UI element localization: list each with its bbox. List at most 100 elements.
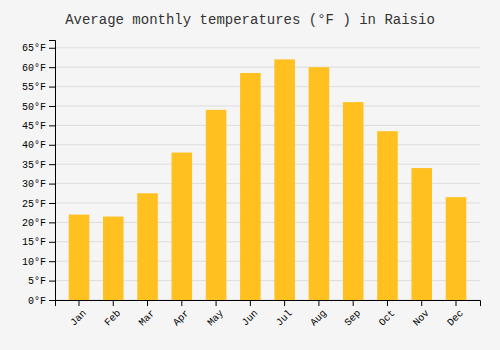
bar [206,110,227,300]
bar [343,102,364,300]
x-tick: Sep [343,300,364,328]
x-tick-label: Sep [343,308,364,329]
x-tick-label: Nov [411,308,432,329]
bar [240,73,261,300]
grid-line [55,164,480,165]
y-tick: 60°F [22,63,55,74]
bar [69,215,90,300]
x-tick: Oct [377,300,398,328]
y-tick-mark [49,222,55,223]
grid-line [55,67,480,68]
bar [309,67,330,300]
y-tick: 0°F [28,296,55,307]
bar [137,193,158,300]
y-tick: 55°F [22,82,55,93]
x-tick: Mar [137,300,158,328]
y-tick-mark [49,184,55,185]
y-axis-line [49,41,56,301]
x-axis-line [56,301,481,307]
x-tick-mark [216,300,217,306]
x-tick-label: Jun [240,308,261,329]
x-tick-label: Mar [137,308,158,329]
y-tick-label: 20°F [22,218,46,229]
grid [55,48,480,300]
bar [103,217,124,300]
x-tick-label: Feb [103,308,124,329]
x-tick: Jul [274,300,295,328]
y-tick: 20°F [22,218,55,229]
y-tick: 50°F [22,102,55,113]
y-tick-mark [49,203,55,204]
y-tick-mark [49,300,55,301]
x-tick-mark [421,300,422,306]
x-tick-label: Dec [445,308,466,329]
y-tick-mark [49,281,55,282]
x-tick-mark [147,300,148,306]
y-tick-mark [49,106,55,107]
y-tick-label: 55°F [22,82,46,93]
bar [274,59,295,300]
y-tick-mark [49,87,55,88]
y-tick: 10°F [22,257,55,268]
y-tick: 35°F [22,160,55,171]
y-tick: 5°F [28,276,55,287]
y-tick: 65°F [22,43,55,54]
x-tick: Apr [171,300,192,328]
x-tick-label: Aug [308,308,329,329]
y-tick-label: 5°F [28,276,46,287]
grid-line [55,125,480,126]
x-tick-mark [387,300,388,306]
y-tick-label: 60°F [22,63,46,74]
y-tick: 45°F [22,121,55,132]
y-tick-label: 25°F [22,199,46,210]
bar [172,153,193,300]
x-tick-label: Apr [171,308,192,329]
x-tick-mark [353,300,354,306]
x-tick-mark [113,300,114,306]
x-tick: Jun [240,300,261,328]
y-tick-mark [49,261,55,262]
x-tick: Jan [68,300,89,328]
y-tick-label: 30°F [22,179,46,190]
x-tick-mark [284,300,285,306]
y-tick-label: 35°F [22,160,46,171]
x-tick: Dec [445,300,466,328]
x-axis: Jan Feb Mar Apr May Jun Jul Aug Sep Oct Nov Dec [56,300,481,328]
y-axis: 0°F 5°F 10°F 15°F 20°F 25°F 30°F 35°F 40°F 45°F 50… [22,41,56,307]
x-tick-label: Jan [68,308,89,329]
bars [69,59,467,300]
x-tick: May [205,300,226,328]
y-tick-label: 45°F [22,121,46,132]
y-tick-mark [49,48,55,49]
x-tick-mark [318,300,319,306]
x-tick-mark [456,300,457,306]
y-tick-label: 0°F [28,296,46,307]
y-tick-mark [49,145,55,146]
y-tick: 30°F [22,179,55,190]
y-tick-label: 15°F [22,237,46,248]
bar [377,131,398,300]
y-tick-mark [49,125,55,126]
y-tick-label: 40°F [22,140,46,151]
grid-line [55,86,480,87]
grid-line [55,47,480,48]
y-tick: 25°F [22,199,55,210]
x-tick: Aug [308,300,329,328]
y-tick: 15°F [22,237,55,248]
x-tick-label: Oct [377,308,398,329]
title: Average monthly temperatures (°F ) in Ra… [65,12,435,28]
x-tick-mark [250,300,251,306]
y-tick-label: 65°F [22,43,46,54]
x-tick: Feb [103,300,124,328]
chart: 0°F 5°F 10°F 15°F 20°F 25°F 30°F 35°F 40°F 45°F 50… [0,0,500,350]
y-tick-label: 50°F [22,102,46,113]
x-tick: Nov [411,300,432,328]
y-tick-mark [49,164,55,165]
plot: 0°F 5°F 10°F 15°F 20°F 25°F 30°F 35°F 40°F 45°F 50… [22,41,481,329]
y-tick-label: 10°F [22,257,46,268]
y-tick-mark [49,242,55,243]
bar [411,168,432,300]
bar [446,197,467,300]
x-tick-label: Jul [274,308,295,329]
x-tick-label: May [205,308,226,329]
